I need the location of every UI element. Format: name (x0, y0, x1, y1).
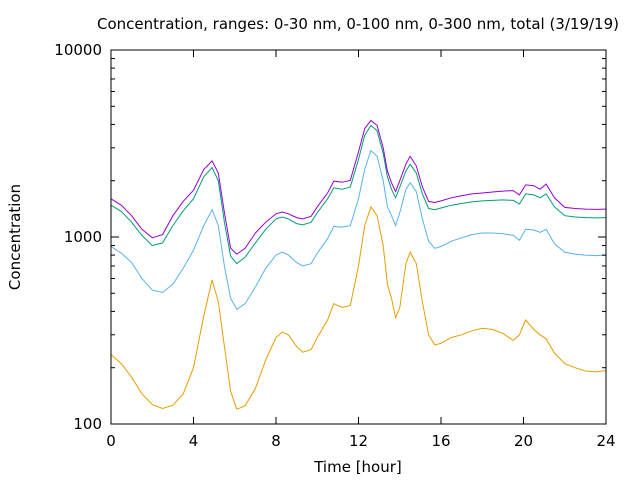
y-tick-label: 100 (73, 415, 102, 433)
y-tick-label: 1000 (64, 228, 102, 246)
x-tick-label: 12 (349, 432, 368, 450)
y-axis-ticks: 100 1000 10000 (54, 41, 606, 433)
series-line-2 (110, 149, 607, 311)
x-tick-label: 4 (189, 432, 199, 450)
x-axis-ticks: 0 4 8 12 16 20 24 (106, 50, 616, 450)
y-axis-label: Concentration (6, 184, 24, 290)
plot-frame (110, 49, 607, 425)
series-layer (110, 119, 607, 410)
chart-title: Concentration, ranges: 0-30 nm, 0-100 nm… (97, 15, 619, 33)
x-tick-label: 8 (271, 432, 281, 450)
x-tick-label: 0 (106, 432, 116, 450)
series-line-4 (110, 119, 607, 255)
x-tick-label: 20 (514, 432, 533, 450)
x-axis-label: Time [hour] (313, 458, 402, 476)
y-tick-label: 10000 (54, 41, 102, 59)
x-tick-label: 16 (431, 432, 450, 450)
series-line-1 (110, 205, 607, 410)
series-line-3 (110, 124, 607, 265)
x-tick-label: 24 (596, 432, 615, 450)
